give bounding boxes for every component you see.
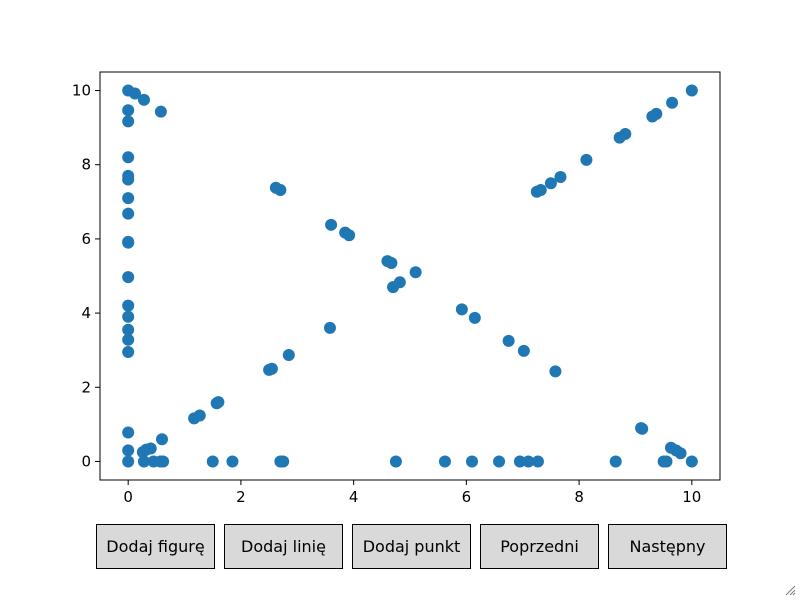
next-button[interactable]: Następny (608, 524, 727, 569)
scatter-point (554, 170, 567, 183)
points-layer (122, 84, 698, 468)
add-figure-button[interactable]: Dodaj figurę (96, 524, 215, 569)
scatter-point (193, 409, 206, 422)
scatter-point (609, 455, 622, 468)
y-tick-label: 8 (81, 156, 91, 174)
scatter-point (122, 444, 135, 457)
scatter-point (325, 218, 338, 231)
add-line-button[interactable]: Dodaj linię (224, 524, 343, 569)
y-tick-label: 10 (72, 82, 91, 100)
scatter-point (531, 455, 544, 468)
scatter-point (122, 151, 135, 164)
scatter-point (282, 349, 295, 362)
scatter-point (156, 433, 168, 446)
scatter-point (438, 455, 451, 468)
scatter-point (122, 173, 135, 186)
scatter-point (466, 455, 478, 468)
y-tick-label: 2 (81, 378, 91, 396)
y-tick-label: 6 (81, 230, 91, 248)
y-axis: 0 2 4 6 8 10 (72, 82, 100, 470)
y-tick-label: 0 (81, 452, 91, 470)
scatter-point (122, 115, 135, 128)
scatter-point (122, 333, 135, 346)
scatter-point (206, 455, 219, 468)
scatter-point (385, 257, 398, 270)
scatter-point (502, 334, 515, 347)
x-tick-label: 10 (682, 488, 701, 506)
previous-button[interactable]: Poprzedni (480, 524, 599, 569)
scatter-point (580, 153, 593, 166)
x-axis: 0 2 4 6 8 10 (123, 480, 701, 506)
scatter-point (122, 271, 135, 284)
scatter-point (660, 455, 673, 468)
x-tick-label: 2 (236, 488, 246, 506)
scatter-point (265, 362, 278, 375)
scatter-point (154, 455, 167, 468)
axes-frame (99, 71, 721, 481)
scatter-point (534, 183, 547, 196)
scatter-point (122, 310, 135, 323)
scatter-point (122, 346, 135, 359)
scatter-point (122, 426, 135, 439)
y-tick-label: 4 (81, 304, 91, 322)
scatter-point (137, 93, 150, 106)
scatter-point (343, 229, 356, 242)
scatter-point (636, 422, 649, 435)
scatter-point (389, 455, 402, 468)
scatter-point (685, 455, 698, 468)
scatter-point (212, 396, 225, 409)
x-tick-label: 4 (349, 488, 359, 506)
scatter-point (122, 455, 135, 468)
scatter-point (674, 447, 687, 460)
scatter-point (154, 105, 167, 118)
scatter-point (513, 455, 526, 468)
scatter-point (323, 321, 336, 334)
scatter-point (122, 236, 135, 249)
scatter-point (144, 442, 157, 455)
scatter-point (226, 455, 239, 468)
resize-grip-icon[interactable] (784, 584, 796, 596)
scatter-point (122, 207, 135, 220)
scatter-point (468, 311, 481, 324)
scatter-point (666, 96, 679, 109)
scatter-chart: 0 2 4 6 8 10 0 2 4 6 8 10 (72, 71, 721, 506)
scatter-point (549, 365, 562, 378)
scatter-point (122, 192, 135, 205)
scatter-point (122, 323, 135, 336)
scatter-point (122, 299, 135, 312)
scatter-point (128, 87, 141, 100)
scatter-point (122, 104, 135, 117)
scatter-point (274, 183, 287, 196)
scatter-point (455, 303, 468, 316)
scatter-point (493, 455, 506, 468)
scatter-point (409, 266, 422, 279)
scatter-point (685, 84, 698, 97)
scatter-point (393, 276, 406, 289)
x-tick-label: 6 (462, 488, 472, 506)
scatter-point (522, 455, 535, 468)
scatter-point (137, 455, 150, 468)
scatter-point (544, 177, 557, 190)
scatter-point (650, 107, 663, 120)
x-tick-label: 0 (123, 488, 133, 506)
scatter-point (619, 127, 632, 140)
x-tick-label: 8 (574, 488, 584, 506)
scatter-point (277, 455, 290, 468)
add-point-button[interactable]: Dodaj punkt (352, 524, 471, 569)
scatter-point (517, 344, 530, 357)
